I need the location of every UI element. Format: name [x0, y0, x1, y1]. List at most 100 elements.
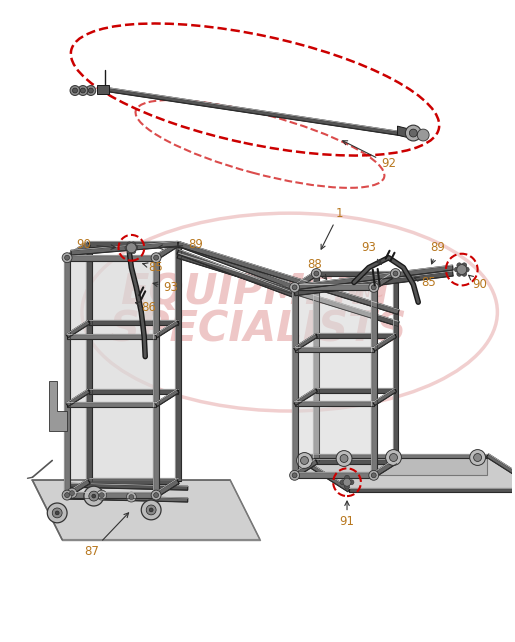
- Text: 85: 85: [415, 276, 436, 289]
- Circle shape: [336, 451, 352, 467]
- Polygon shape: [293, 460, 318, 478]
- Polygon shape: [67, 403, 156, 408]
- Circle shape: [47, 503, 67, 523]
- Polygon shape: [294, 334, 317, 351]
- Polygon shape: [487, 454, 515, 492]
- Polygon shape: [67, 483, 188, 490]
- Circle shape: [405, 125, 421, 141]
- Polygon shape: [177, 250, 296, 298]
- Polygon shape: [67, 257, 156, 495]
- Circle shape: [125, 245, 130, 250]
- Circle shape: [369, 471, 379, 480]
- Polygon shape: [175, 244, 181, 482]
- Polygon shape: [314, 273, 319, 462]
- Circle shape: [409, 129, 417, 137]
- Text: 86: 86: [135, 300, 157, 314]
- Circle shape: [340, 455, 348, 462]
- Polygon shape: [372, 460, 397, 478]
- Circle shape: [64, 492, 70, 498]
- Circle shape: [312, 268, 321, 279]
- Polygon shape: [316, 333, 396, 338]
- Text: 90: 90: [76, 238, 115, 251]
- Polygon shape: [89, 478, 178, 484]
- Text: 1: 1: [321, 207, 343, 249]
- Circle shape: [349, 480, 354, 485]
- Polygon shape: [392, 273, 399, 462]
- Circle shape: [289, 282, 300, 292]
- Circle shape: [127, 242, 132, 247]
- Polygon shape: [67, 492, 156, 498]
- Polygon shape: [398, 126, 409, 138]
- Circle shape: [141, 500, 161, 520]
- Circle shape: [371, 473, 376, 478]
- Circle shape: [151, 253, 161, 263]
- Circle shape: [89, 88, 93, 93]
- Polygon shape: [291, 288, 298, 475]
- Circle shape: [129, 494, 134, 499]
- Text: INC: INC: [354, 283, 385, 301]
- Polygon shape: [32, 480, 260, 540]
- Polygon shape: [295, 456, 515, 490]
- Polygon shape: [66, 479, 90, 497]
- Circle shape: [454, 267, 459, 272]
- Circle shape: [52, 508, 62, 518]
- Polygon shape: [177, 254, 399, 326]
- Circle shape: [89, 491, 99, 501]
- Circle shape: [457, 263, 462, 268]
- Text: 85: 85: [143, 261, 163, 274]
- Circle shape: [151, 490, 161, 500]
- Circle shape: [62, 490, 72, 500]
- Circle shape: [133, 245, 138, 250]
- Circle shape: [153, 256, 159, 260]
- Polygon shape: [294, 265, 453, 290]
- Polygon shape: [295, 284, 374, 290]
- Polygon shape: [89, 388, 178, 394]
- Circle shape: [340, 480, 345, 485]
- Polygon shape: [373, 388, 397, 406]
- Polygon shape: [107, 87, 404, 136]
- Polygon shape: [153, 257, 159, 495]
- Circle shape: [393, 271, 398, 276]
- Polygon shape: [71, 241, 178, 256]
- Polygon shape: [293, 272, 318, 290]
- Text: 88: 88: [307, 258, 327, 279]
- Text: 93: 93: [153, 281, 178, 294]
- Circle shape: [389, 453, 398, 462]
- Circle shape: [297, 453, 313, 469]
- Circle shape: [292, 285, 297, 290]
- Polygon shape: [66, 320, 90, 338]
- Polygon shape: [295, 401, 374, 406]
- Circle shape: [464, 267, 469, 272]
- Circle shape: [371, 285, 376, 290]
- Polygon shape: [67, 334, 156, 338]
- Polygon shape: [295, 347, 374, 352]
- Circle shape: [462, 272, 467, 276]
- Polygon shape: [316, 270, 396, 277]
- Text: 87: 87: [84, 513, 129, 558]
- Text: 89: 89: [431, 241, 445, 264]
- Polygon shape: [316, 458, 396, 464]
- Circle shape: [417, 129, 429, 141]
- Circle shape: [67, 488, 77, 498]
- Polygon shape: [295, 453, 488, 458]
- Circle shape: [343, 478, 351, 486]
- Circle shape: [314, 271, 319, 276]
- Circle shape: [345, 484, 350, 489]
- Polygon shape: [155, 320, 179, 338]
- Circle shape: [390, 268, 401, 279]
- Polygon shape: [66, 389, 90, 406]
- Polygon shape: [295, 473, 374, 478]
- Circle shape: [386, 449, 401, 465]
- Polygon shape: [372, 272, 397, 290]
- Text: EQUIPMENT: EQUIPMENT: [120, 272, 396, 313]
- Circle shape: [345, 475, 350, 480]
- Circle shape: [462, 263, 467, 268]
- Circle shape: [127, 248, 132, 254]
- Circle shape: [64, 256, 70, 260]
- Polygon shape: [294, 388, 317, 406]
- Polygon shape: [49, 381, 67, 431]
- Polygon shape: [155, 389, 179, 406]
- Text: 89: 89: [158, 238, 203, 251]
- Circle shape: [153, 492, 159, 498]
- Circle shape: [78, 85, 88, 96]
